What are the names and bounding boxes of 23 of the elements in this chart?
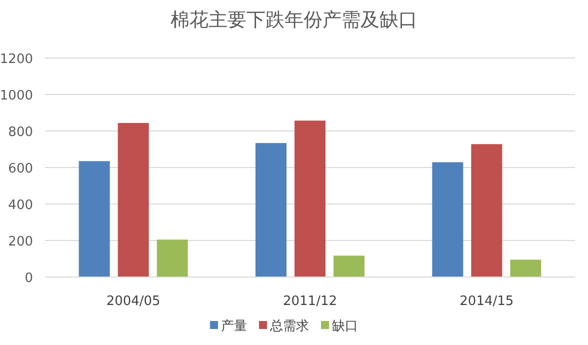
bar: [256, 143, 286, 277]
x-tick-label: 2004/05: [106, 294, 160, 309]
bar: [294, 120, 326, 277]
y-tick-label: 1000: [0, 88, 33, 104]
x-tick-label: 2011/12: [282, 294, 338, 309]
bar: [471, 144, 502, 277]
bar: [118, 122, 149, 277]
bar: [334, 256, 364, 277]
y-tick-label: 600: [8, 162, 33, 176]
legend-label: 总需求: [269, 319, 309, 334]
y-tick-label: 400: [8, 198, 33, 213]
legend-label: 产量: [221, 319, 247, 334]
y-tick-label: 1200: [0, 52, 33, 67]
legend-label: 缺口: [332, 319, 358, 334]
y-tick-label: 200: [8, 234, 33, 250]
bar: [156, 240, 188, 277]
y-tick-label: 800: [8, 125, 33, 140]
bar: [78, 161, 110, 277]
y-tick-label: 0: [24, 271, 33, 286]
bar: [432, 162, 464, 277]
bar: [510, 260, 542, 277]
x-tick-label: 2014/15: [460, 294, 514, 309]
chart-title: 棉花主要下跌年份产需及缺口: [170, 9, 418, 31]
